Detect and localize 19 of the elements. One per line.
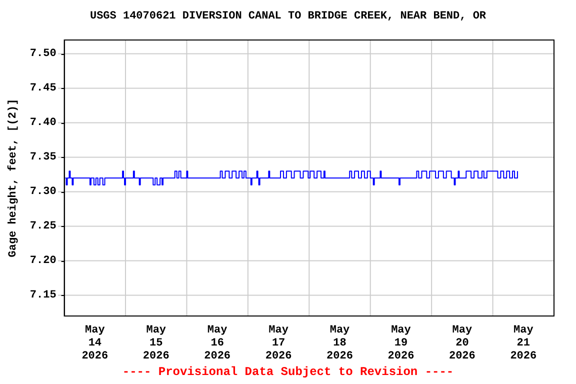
x-tick-label: May 15 2026 <box>142 324 170 362</box>
y-tick-label: 7.45 <box>30 82 57 94</box>
y-tick-label: 7.15 <box>30 289 57 302</box>
x-tick-label: May 18 2026 <box>326 324 353 362</box>
x-tick-label: May 14 2026 <box>82 324 108 362</box>
y-tick-label: 7.20 <box>30 254 56 267</box>
y-tick-label: 7.35 <box>30 151 57 164</box>
y-tick-label: 7.30 <box>30 186 56 198</box>
y-axis-title: Gage height, feet, [(2)] <box>6 98 20 258</box>
y-tick-label: 7.25 <box>30 220 57 232</box>
x-tick-label: May 19 2026 <box>388 324 414 362</box>
x-tick-label: May 21 2026 <box>510 324 537 362</box>
x-tick-label: May 17 2026 <box>265 324 292 362</box>
y-tick-label: 7.40 <box>30 116 56 129</box>
chart-title: USGS 14070621 DIVERSION CANAL TO BRIDGE CREEK, NEAR BEND, OR <box>90 10 486 22</box>
text: ---- Provisional Data Subject to Revision ---- <box>122 365 454 379</box>
x-tick-label: May 16 2026 <box>204 324 231 362</box>
x-tick-label: May 20 2026 <box>448 324 476 362</box>
y-tick-label: 7.50 <box>30 48 56 60</box>
